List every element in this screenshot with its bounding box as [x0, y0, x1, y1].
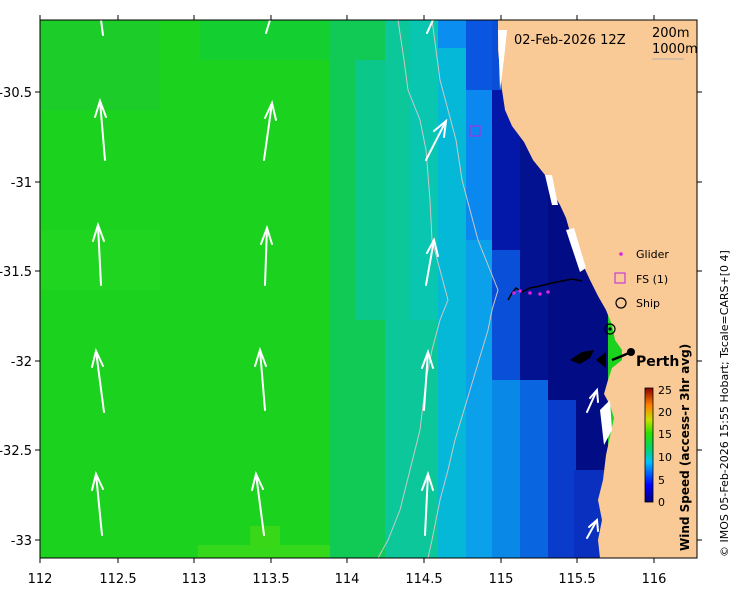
- lon-tick: 113.5: [252, 572, 289, 587]
- wind-arrow-icon: [92, 221, 105, 286]
- wind-arrow-icon: [91, 348, 105, 413]
- ship-marker-icon: [615, 297, 627, 309]
- wind-cell: [466, 20, 492, 90]
- fs-marker-icon[interactable]: [469, 125, 481, 137]
- wind-cell: [492, 380, 520, 558]
- lat-tick: -31: [11, 176, 32, 191]
- fs-marker-icon: [614, 272, 626, 284]
- plot-area: [40, 20, 697, 558]
- wind-arrow-icon: [421, 348, 434, 411]
- wind-arrow-icon: [251, 471, 265, 536]
- colorbar-tick: 25: [658, 384, 672, 397]
- contour-label-200m: 200m: [652, 26, 689, 41]
- lon-tick: 115: [489, 572, 514, 587]
- lon-tick: 115.5: [558, 572, 595, 587]
- river: [611, 350, 632, 362]
- contour-1000m: [377, 20, 449, 558]
- lon-tick-labels: 112 112.5 113 113.5 114 114.5 115 115.5 …: [28, 572, 667, 587]
- colorbar-tick: 5: [658, 474, 665, 487]
- wind-cell: [438, 20, 466, 48]
- lon-tick: 113: [182, 572, 207, 587]
- wind-arrows: [91, 20, 599, 539]
- wind-cell: [198, 545, 358, 558]
- wind-arrow-icon: [94, 97, 107, 161]
- plot-frame: [39, 19, 698, 559]
- lat-tick: -33: [11, 534, 32, 549]
- colorbar-tick: 15: [658, 428, 672, 441]
- legend-fs: FS (1): [636, 273, 668, 286]
- contour-200m: [427, 20, 499, 558]
- island: [596, 352, 606, 368]
- colorbar-label: Wind Speed (access-r 3hr avg): [678, 344, 692, 551]
- wind-field-cyan: [438, 20, 466, 558]
- wind-arrow-icon: [260, 224, 273, 286]
- legend-ship: Ship: [636, 297, 660, 310]
- lon-tick: 114: [335, 572, 360, 587]
- lat-tick: -32.5: [0, 444, 32, 459]
- wind-arrow-icon: [91, 471, 104, 536]
- legend: Glider FS (1) Ship: [614, 248, 669, 310]
- ship-marker-icon[interactable]: [604, 323, 616, 335]
- map-timestamp: 02-Feb-2026 12Z: [514, 33, 626, 48]
- wind-arrow-icon: [421, 470, 434, 536]
- colorbar: 25 20 15 10 5 0 Wind Speed (access-r 3hr…: [644, 344, 692, 551]
- wind-arrow-icon: [425, 237, 439, 286]
- wind-cell: [250, 526, 280, 548]
- coast-white: [498, 30, 507, 90]
- wind-arrow-icon: [263, 99, 277, 161]
- colorbar-tick: 0: [658, 496, 665, 509]
- wind-arrow-icon: [586, 387, 599, 413]
- glider-track: [507, 278, 583, 301]
- colorbar-tick: 10: [658, 451, 672, 464]
- lat-tick: -30.5: [0, 86, 32, 101]
- lat-tick: -32: [11, 355, 32, 370]
- lat-tick: -31.5: [0, 265, 32, 280]
- wind-arrow-icon: [265, 20, 271, 34]
- lon-tick: 116: [642, 572, 667, 587]
- lon-tick: 112: [28, 572, 53, 587]
- coast-white: [600, 400, 612, 445]
- legend-glider: Glider: [636, 248, 669, 261]
- lon-tick: 114.5: [405, 572, 442, 587]
- wind-arrow-icon: [426, 20, 434, 34]
- wind-cell: [466, 240, 492, 558]
- wind-cell: [520, 380, 548, 558]
- glider-markers: [512, 289, 550, 296]
- lat-tick-labels: -30.5 -31 -31.5 -32 -32.5 -33: [0, 86, 32, 549]
- place-label-perth: Perth: [636, 354, 679, 370]
- island: [570, 350, 594, 364]
- wind-cell: [40, 20, 160, 110]
- wind-arrow-icon: [425, 118, 448, 161]
- colorbar-gradient: [644, 387, 654, 503]
- coast-white: [566, 228, 586, 272]
- credit-text: © IMOS 05-Feb-2026 15:55 Hobart; Tscale=…: [718, 250, 731, 557]
- wind-arrow-icon: [586, 517, 599, 539]
- wind-field-teal3: [410, 20, 440, 320]
- wind-cell: [548, 400, 576, 558]
- colorbar-tick: 20: [658, 406, 672, 419]
- glider-marker-icon: [619, 252, 623, 256]
- contour-label-1000m: 1000m: [652, 42, 698, 57]
- coast-white: [545, 175, 558, 205]
- wind-arrow-icon: [100, 20, 104, 36]
- axis-ticks: [35, 15, 702, 563]
- wind-arrow-icon: [254, 346, 267, 411]
- lon-tick: 112.5: [99, 572, 136, 587]
